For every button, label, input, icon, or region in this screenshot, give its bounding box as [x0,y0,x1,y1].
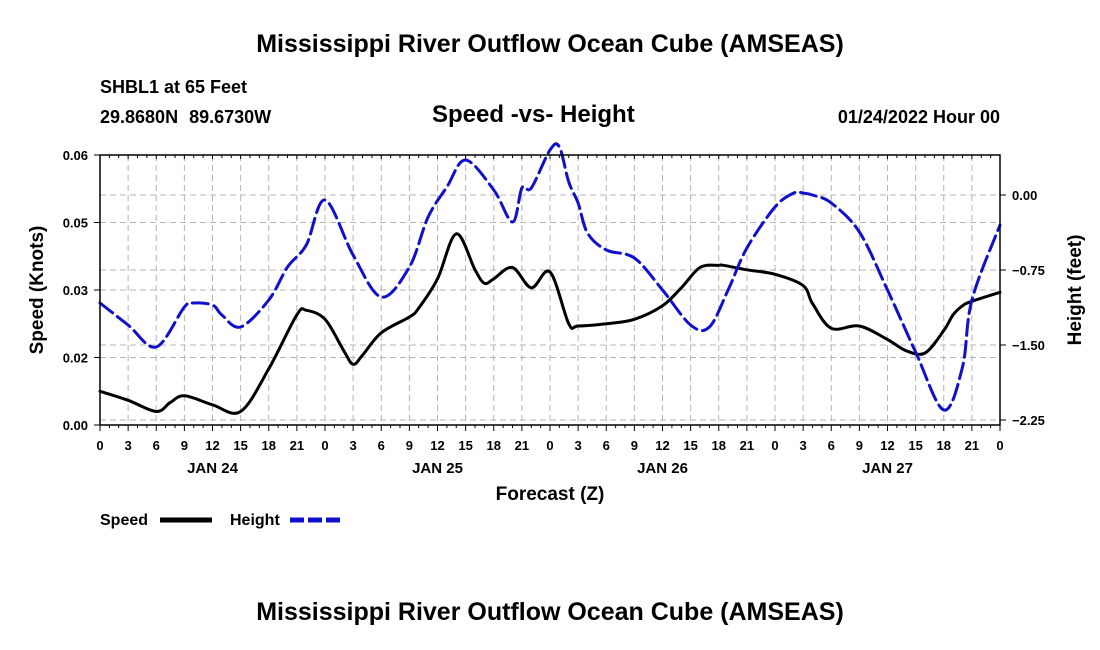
series-layer [98,142,1002,415]
x-tick-label: 12 [880,438,894,453]
page-title-repeat: Mississippi River Outflow Ocean Cube (AM… [256,598,844,626]
station-label: SHBL1 at 65 Feet [100,77,248,97]
x-tick-label: 21 [965,438,979,453]
x-tick-label: 12 [205,438,219,453]
x-tick-label: 21 [740,438,754,453]
forecast-datetime: 01/24/2022 Hour 00 [837,107,1000,127]
x-tick-label: 6 [603,438,610,453]
chart-title: Speed -vs- Height [432,101,635,128]
y-left-tick-label: 0.03 [63,283,88,298]
x-tick-label: 0 [321,438,328,453]
x-tick-label: 3 [350,438,357,453]
x-tick-label: 6 [378,438,385,453]
height-series-line [98,142,1002,412]
y-right-tick-label: −1.50 [1012,338,1045,353]
x-tick-label: 0 [96,438,103,453]
y-right-tick-label: 0.00 [1012,188,1037,203]
y-left-tick-label: 0.05 [63,216,88,231]
axis-labels: Forecast (Z) Speed (Knots) Height (feet) [27,226,1086,505]
y-axis-right-label: Height (feet) [1065,235,1086,346]
day-label: JAN 24 [187,460,239,477]
day-label: JAN 27 [862,460,913,477]
x-tick-label: 21 [515,438,529,453]
x-tick-label: 9 [631,438,638,453]
day-label: JAN 26 [637,460,688,477]
legend-height-label: Height [230,512,280,529]
x-tick-label: 0 [771,438,778,453]
x-tick-label: 9 [856,438,863,453]
x-tick-label: 18 [262,438,276,453]
y-left-tick-label: 0.02 [63,351,88,366]
legend: Speed Height [100,512,342,529]
y-right-tick-label: −2.25 [1012,413,1045,428]
y-left-tick-label: 0.00 [63,418,88,433]
x-tick-label: 9 [181,438,188,453]
x-tick-label: 6 [828,438,835,453]
x-tick-label: 15 [683,438,697,453]
grid [100,155,1000,425]
x-tick-label: 3 [800,438,807,453]
x-tick-label: 21 [290,438,304,453]
x-tick-label: 18 [487,438,501,453]
axis-ticks: 0 3 6 9 12 15 18 21 0 3 6 9 12 15 18 21 0 3 6 9 12 15 18 21 0 3 6 9… [63,148,1045,477]
page-title: Mississippi River Outflow Ocean Cube (AM… [256,30,844,58]
x-tick-label: 3 [575,438,582,453]
x-tick-label: 12 [655,438,669,453]
y-axis-left-label: Speed (Knots) [27,226,48,355]
speed-series-line [98,232,1002,415]
x-tick-label: 15 [233,438,247,453]
x-axis-label: Forecast (Z) [496,484,605,505]
x-tick-label: 6 [153,438,160,453]
x-tick-label: 12 [430,438,444,453]
x-tick-label: 3 [125,438,132,453]
legend-speed-label: Speed [100,512,148,529]
x-tick-label: 0 [546,438,553,453]
x-tick-label: 18 [712,438,726,453]
y-right-tick-label: −0.75 [1012,263,1045,278]
x-tick-label: 15 [458,438,472,453]
x-tick-label: 9 [406,438,413,453]
x-tick-label: 18 [937,438,951,453]
day-label: JAN 25 [412,460,463,477]
x-tick-label: 0 [996,438,1003,453]
coordinates-label: 29.8680N 89.6730W [100,107,272,127]
y-left-tick-label: 0.06 [63,148,88,163]
x-tick-label: 15 [908,438,922,453]
